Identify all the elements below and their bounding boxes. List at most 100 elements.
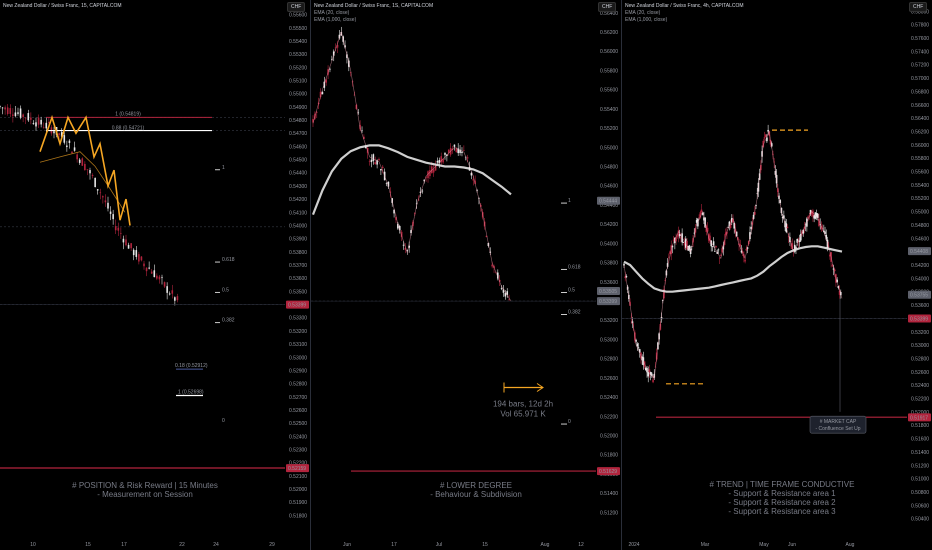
currency-badge[interactable]: CHF: [598, 2, 617, 12]
candle-body: [653, 373, 656, 378]
candle-body: [815, 212, 818, 218]
candle-body: [675, 236, 677, 242]
candle-body: [32, 123, 35, 125]
candle-body: [432, 169, 435, 173]
candle-body: [429, 170, 431, 177]
y-tick-label: 0.54500: [289, 158, 307, 164]
chart-1-svg[interactable]: 0.55600 0.55500 0.55400 0.55300 0.55200 0.551…: [0, 0, 310, 550]
chart-3-svg[interactable]: # MARKET CAP- Confluence Set Up 0.58000 0…: [622, 0, 932, 550]
measure-vol-label: Vol 65.971 K: [500, 409, 546, 418]
ema-20-line[interactable]: [623, 130, 843, 380]
chart-panel-3[interactable]: # MARKET CAP - Confluence Set Up 0.58000 0…: [622, 0, 932, 550]
candle-body: [361, 130, 363, 132]
y-tick-label: 0.52000: [911, 410, 929, 416]
candle-body: [442, 159, 444, 163]
x-tick-label: 17: [391, 542, 397, 548]
candle-body: [427, 171, 429, 179]
fib-label: 0.18 (0.52912): [175, 363, 208, 369]
chart-panel-1[interactable]: 0.55600 0.55500 0.55400 0.55300 0.55200 0.551…: [0, 0, 310, 550]
candle-body: [419, 191, 422, 193]
panel-divider[interactable]: [621, 0, 622, 550]
candle-body: [96, 189, 99, 191]
market-cap-callout[interactable]: [809, 415, 867, 434]
ema-20-label[interactable]: EMA (20, close): [314, 10, 350, 16]
currency-badge[interactable]: CHF: [287, 2, 306, 12]
ema-1000-label[interactable]: EMA (1,000, close): [625, 17, 668, 23]
candle-body: [500, 288, 503, 290]
candle-body: [766, 137, 768, 142]
y-tick-label: 0.56000: [600, 49, 618, 55]
orange-zigzag[interactable]: [39, 114, 131, 226]
y-tick-label: 0.54600: [600, 184, 618, 190]
session-note-sub: - Measurement on Session: [97, 490, 193, 499]
candle-body: [76, 154, 78, 160]
y-tick-label: 0.52700: [289, 395, 307, 401]
y-tick-label: 0.52600: [600, 376, 618, 382]
ema-1000-line[interactable]: [623, 245, 843, 293]
candle-body: [649, 372, 652, 375]
candle-body: [812, 210, 814, 217]
candle-body: [94, 177, 96, 188]
ema-20-line[interactable]: [312, 30, 512, 302]
y-tick-label: 0.55200: [600, 126, 618, 132]
candle-body: [325, 79, 327, 83]
candle-body: [168, 293, 171, 295]
y-tick-label: 0.54400: [289, 171, 307, 177]
candle-body: [470, 172, 473, 176]
candle-body: [402, 244, 405, 246]
candle-body: [623, 263, 625, 266]
candle-body: [376, 160, 378, 165]
y-tick-label: 0.53600: [911, 303, 929, 309]
candle-body: [701, 212, 704, 215]
candle-body: [463, 150, 465, 151]
ema-1000-label[interactable]: EMA (1,000, close): [314, 17, 357, 23]
y-tick-label: 0.55300: [289, 52, 307, 58]
candle-body: [338, 34, 341, 39]
lower-degree-title: # LOWER DEGREE: [440, 481, 512, 490]
candle-body: [466, 157, 469, 159]
measure-bars-label: 194 bars, 12d 2h: [493, 399, 553, 408]
candle-body: [453, 144, 456, 147]
candle-body: [680, 237, 682, 239]
candle-body: [117, 227, 120, 231]
candle-body: [122, 238, 125, 243]
fib-label: 0.88 (0.54721): [112, 126, 145, 132]
candle-body: [824, 231, 826, 234]
x-tick-label: 10: [30, 542, 36, 548]
y-tick-label: 0.51200: [911, 463, 929, 469]
panel-divider[interactable]: [310, 0, 311, 550]
candle-body: [730, 218, 733, 223]
price-tag: [597, 286, 620, 295]
candle-body: [502, 289, 505, 293]
candle-body: [66, 145, 68, 148]
candle-body: [145, 267, 148, 272]
ema-1000-line[interactable]: [311, 144, 512, 215]
candle-body: [148, 267, 150, 269]
candle-body: [787, 236, 790, 238]
candle-body: [682, 242, 685, 243]
y-tick-label: 0.51800: [289, 513, 307, 519]
currency-badge[interactable]: CHF: [909, 2, 928, 12]
ema-20-label[interactable]: EMA (20, close): [625, 10, 661, 16]
y-tick-label: 0.53900: [289, 237, 307, 243]
candle-body: [625, 276, 628, 278]
y-tick-label: 0.57000: [911, 76, 929, 82]
candle-body: [312, 118, 314, 123]
y-tick-label: 0.52000: [600, 434, 618, 440]
candle-body: [4, 107, 6, 110]
candle-body: [630, 317, 633, 319]
candle-body: [754, 212, 756, 215]
y-tick-label: 0.54700: [289, 131, 307, 137]
candle-body: [438, 160, 441, 164]
y-tick-label: 0.55800: [911, 156, 929, 162]
y-tick-label: 0.51800: [911, 423, 929, 429]
y-tick-label: 0.55000: [600, 145, 618, 151]
candle-body: [833, 269, 836, 272]
y-tick-label: 0.52100: [289, 474, 307, 480]
chart-panel-2[interactable]: 194 bars, 12d 2h Vol 65.971 K 0.56400 0.56…: [311, 0, 621, 550]
price-tag: [597, 196, 620, 205]
candle-body: [112, 214, 114, 220]
candle-body: [693, 232, 696, 234]
y-tick-label: 0.55600: [600, 88, 618, 94]
